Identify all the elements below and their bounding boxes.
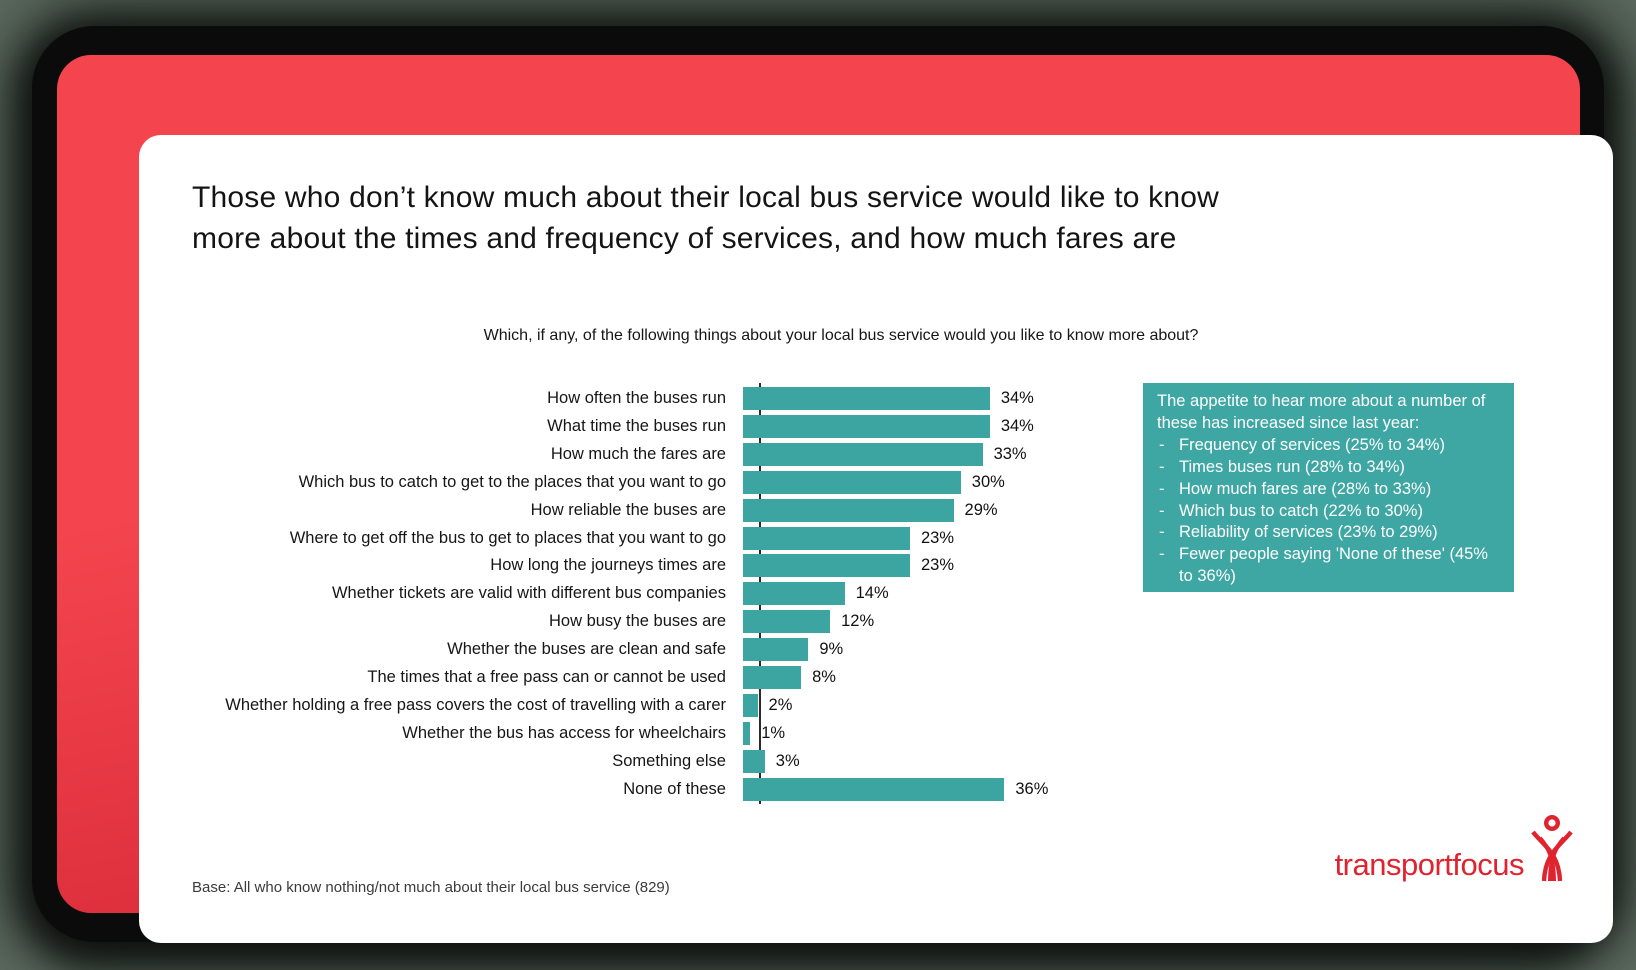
bar: [743, 387, 990, 410]
red-frame: Those who don’t know much about their lo…: [57, 55, 1613, 943]
bar-value-label: 12%: [841, 612, 875, 631]
bar: [743, 554, 910, 578]
callout-intro: The appetite to hear more about a number…: [1157, 392, 1486, 432]
bar-category-label: Where to get off the bus to get to place…: [289, 528, 726, 547]
callout-bullet: Frequency of services (25% to 34%): [1157, 435, 1502, 457]
chart-row: What time the buses run 34%: [139, 414, 1599, 438]
page-title: Those who don’t know much about their lo…: [192, 181, 1219, 255]
bar: [743, 749, 765, 773]
chart-row: The times that a free pass can or cannot…: [139, 666, 1599, 689]
bar-value-label: 29%: [964, 500, 998, 519]
chart-row: Whether the buses are clean and safe 9%: [139, 638, 1599, 662]
bar-value-label: 3%: [775, 751, 800, 770]
bar-value-label: 1%: [761, 723, 786, 742]
bar: [743, 777, 1005, 801]
chart-row: How busy the buses are 12%: [139, 610, 1599, 634]
bar-value-label: 34%: [1000, 416, 1034, 435]
bar-category-label: Whether holding a free pass covers the c…: [225, 695, 726, 714]
bar-category-label: How busy the buses are: [548, 612, 726, 631]
bar-value-label: 9%: [819, 640, 844, 659]
bar-category-label: Whether tickets are valid with different…: [331, 584, 726, 603]
bar: [743, 693, 758, 717]
callout-bullet: Times buses run (28% to 34%): [1157, 457, 1502, 479]
callout-bullet: Fewer people saying 'None of these' (45%…: [1157, 544, 1502, 588]
bar-value-label: 34%: [1000, 389, 1034, 407]
bar-value-label: 33%: [993, 444, 1027, 463]
bar: [743, 442, 983, 466]
bar-value-label: 14%: [855, 584, 889, 603]
bar-category-label: Whether the bus has access for wheelchai…: [402, 723, 726, 742]
bar-category-label: How long the journeys times are: [490, 556, 726, 575]
bar: [743, 582, 845, 606]
bar-category-label: How much the fares are: [550, 444, 726, 463]
slide: Those who don’t know much about their lo…: [139, 135, 1613, 943]
bar-category-label: The times that a free pass can or cannot…: [367, 668, 726, 686]
person-figure-icon: [1531, 815, 1573, 882]
bar: [743, 638, 809, 662]
chart-row: Whether holding a free pass covers the c…: [139, 693, 1599, 717]
callout-bullets: Frequency of services (25% to 34%)Times …: [1157, 435, 1502, 588]
bar-category-label: Which bus to catch to get to the places …: [298, 472, 726, 491]
chart-row: Where to get off the bus to get to place…: [139, 526, 1599, 550]
logo-text: transportfocus: [1334, 847, 1525, 882]
base-note: Base: All who know nothing/not much abou…: [192, 879, 670, 896]
bar-value-label: 2%: [768, 695, 793, 714]
bar-category-label: None of these: [623, 779, 726, 798]
bar-value-label: 30%: [971, 472, 1005, 491]
callout-box: The appetite to hear more about a number…: [1143, 383, 1514, 592]
bar: [743, 721, 751, 745]
callout-bullet: How much fares are (28% to 33%): [1157, 479, 1502, 501]
transportfocus-logo: transportfocus: [1199, 803, 1574, 883]
chart-row: Which bus to catch to get to the places …: [139, 470, 1599, 494]
bar-chart: How often the buses run 34% What time the …: [139, 383, 1599, 813]
callout-bullet: Which bus to catch (22% to 30%): [1157, 501, 1502, 523]
chart-subtitle: Which, if any, of the following things a…: [483, 327, 1199, 344]
bar: [743, 666, 802, 689]
chart-row: How long the journeys times are 23%: [139, 554, 1599, 578]
callout-bullet: Reliability of services (23% to 29%): [1157, 522, 1502, 544]
bar-value-label: 8%: [812, 668, 836, 686]
bar: [743, 470, 961, 494]
bar: [743, 414, 990, 438]
bar-category-label: What time the buses run: [547, 416, 726, 435]
bar-category-label: Something else: [612, 751, 726, 770]
bar-value-label: 23%: [920, 556, 954, 575]
chart-row: None of these 36%: [139, 777, 1599, 801]
chart-row: Something else 3%: [139, 749, 1599, 773]
chart-row: How often the buses run 34%: [139, 387, 1599, 410]
chart-row: How reliable the buses are 29%: [139, 498, 1599, 522]
bar-category-label: Whether the buses are clean and safe: [447, 640, 726, 659]
bar-value-label: 23%: [920, 528, 954, 547]
bar: [743, 498, 954, 522]
bar-value-label: 36%: [1015, 779, 1049, 798]
bar: [743, 610, 831, 634]
chart-row: Whether the bus has access for wheelchai…: [139, 721, 1599, 745]
bar-category-label: How often the buses run: [547, 389, 726, 407]
chart-row: How much the fares are 33%: [139, 442, 1599, 466]
bar: [743, 526, 910, 550]
bar-category-label: How reliable the buses are: [530, 500, 726, 519]
chart-row: Whether tickets are valid with different…: [139, 582, 1599, 606]
